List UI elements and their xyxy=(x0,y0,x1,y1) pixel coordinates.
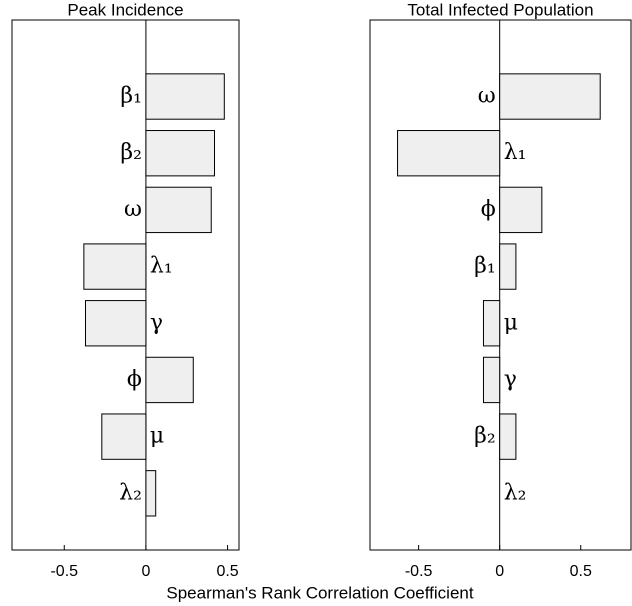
bar xyxy=(499,413,517,460)
category-label: μ xyxy=(504,310,518,335)
plot-frame xyxy=(11,19,240,551)
category-label: β₂ xyxy=(474,424,496,449)
bar xyxy=(145,73,225,120)
category-label: β₂ xyxy=(120,140,142,165)
x-tick-label: -0.5 xyxy=(50,563,78,580)
bar xyxy=(397,130,501,177)
bar xyxy=(499,186,543,234)
category-label: λ₁ xyxy=(504,140,527,165)
bar xyxy=(84,300,147,347)
chart-title: Peak Incidence xyxy=(67,0,183,19)
x-tick-label: 0 xyxy=(141,563,150,580)
bar xyxy=(499,243,517,290)
x-tick-label: 0.5 xyxy=(570,563,592,580)
plot-frame xyxy=(369,19,632,551)
bar xyxy=(145,470,157,517)
chart-title: Total Infected Population xyxy=(407,0,593,19)
category-label: ϕ xyxy=(127,367,142,392)
bar xyxy=(499,73,601,120)
x-tick-label: -0.5 xyxy=(405,563,433,580)
category-label: β₁ xyxy=(474,254,496,279)
bar xyxy=(482,300,501,347)
x-tick-label: 0 xyxy=(495,563,504,580)
bar xyxy=(145,186,212,234)
category-label: λ₂ xyxy=(504,480,527,505)
category-label: ω xyxy=(124,197,142,222)
bar xyxy=(83,243,147,290)
category-label: ϕ xyxy=(481,197,496,222)
bar xyxy=(145,130,216,177)
category-label: γ xyxy=(150,310,163,335)
bar xyxy=(145,356,194,404)
bar xyxy=(101,413,147,460)
category-label: β₁ xyxy=(120,84,142,109)
category-label: λ₂ xyxy=(119,480,142,505)
category-label: λ₁ xyxy=(150,254,173,279)
x-tick-label: 0.5 xyxy=(216,563,238,580)
category-label: γ xyxy=(504,367,517,392)
bar xyxy=(482,356,501,404)
category-label: ω xyxy=(478,84,496,109)
x-axis-label: Spearman's Rank Correlation Coefficient xyxy=(166,583,473,602)
category-label: μ xyxy=(150,424,164,449)
